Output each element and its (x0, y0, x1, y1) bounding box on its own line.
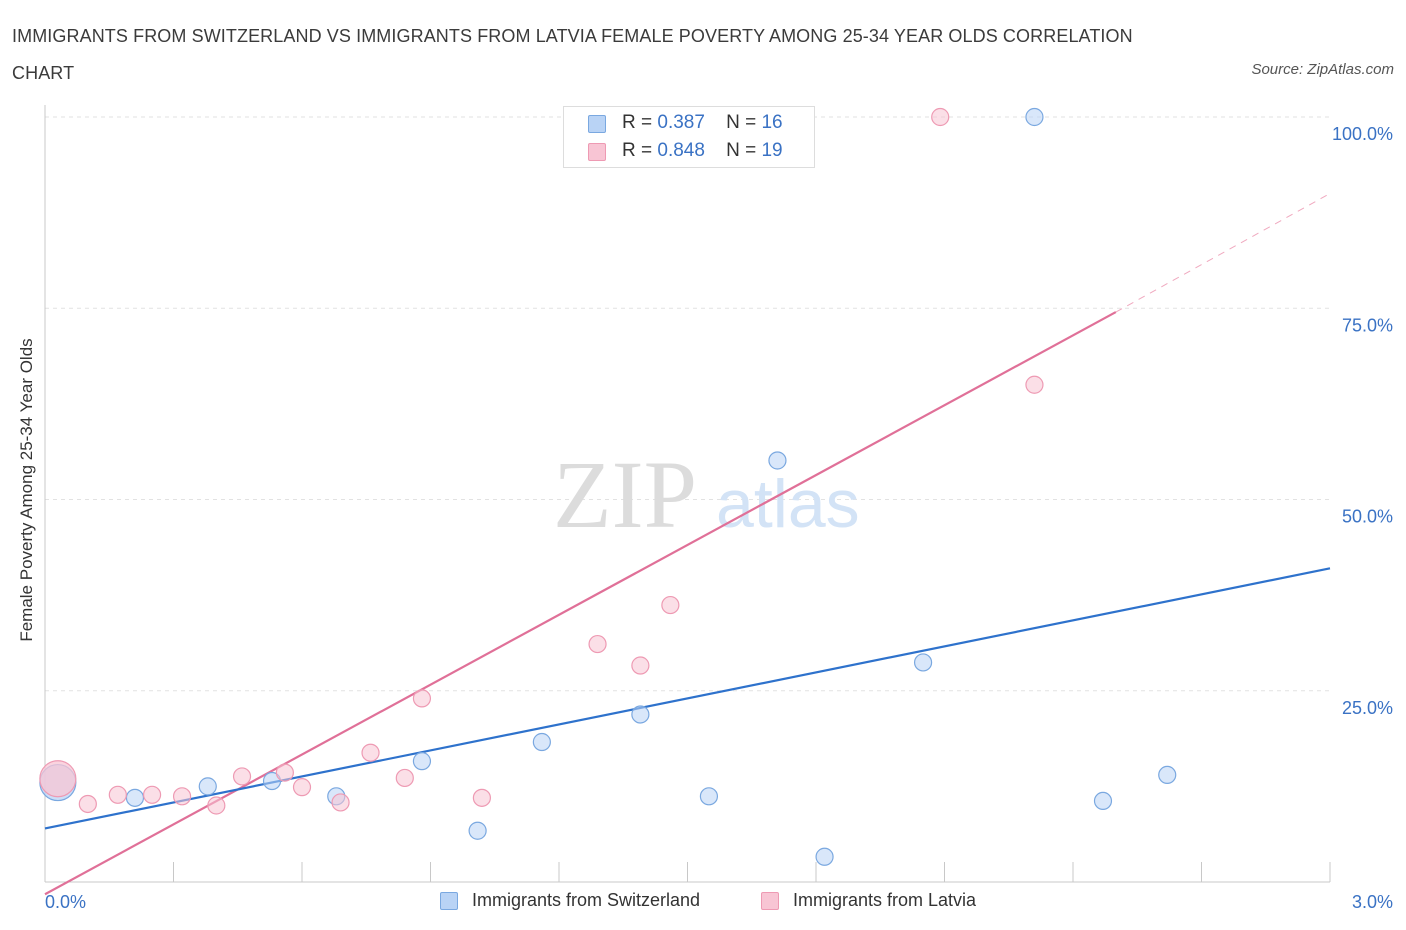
legend-n-switzerland: 16 (761, 112, 783, 133)
data-point-latvia (1025, 375, 1044, 394)
watermark-zip: ZIP (553, 441, 697, 548)
chart-title: IMMIGRANTS FROM SWITZERLAND VS IMMIGRANT… (12, 26, 1133, 83)
axis-layer (44, 105, 1331, 883)
legend-r-switzerland: 0.387 (657, 112, 705, 133)
y-axis-label: Female Poverty Among 25-34 Year Olds (17, 338, 36, 642)
bottom-legend-swatch-switzerland (440, 892, 458, 910)
data-point-latvia (142, 785, 162, 804)
data-point-switzerland (468, 821, 487, 840)
legend-swatch-latvia (588, 143, 606, 161)
tick-label-layer: 25.0% 50.0% 75.0% 100.0% 0.0% 3.0% (45, 124, 1393, 912)
watermark-atlas: atlas (716, 466, 860, 542)
data-point-switzerland (815, 847, 834, 866)
bottom-legend-label-latvia: Immigrants from Latvia (793, 890, 977, 910)
data-point-switzerland (1158, 765, 1177, 785)
data-point-switzerland (1025, 107, 1044, 127)
legend-text-latvia: R = 0.848 N = 19 (622, 140, 783, 162)
legend-swatch-switzerland (588, 115, 606, 133)
bottom-legend-swatch-latvia (761, 892, 779, 910)
data-point-latvia (361, 743, 380, 762)
data-point-latvia (331, 793, 350, 812)
data-point-switzerland (631, 705, 650, 724)
trend-extension-latvia (1115, 193, 1331, 313)
data-point-switzerland (412, 752, 432, 771)
data-point-switzerland (262, 771, 282, 791)
data-point-latvia (78, 794, 97, 814)
data-point-latvia (292, 778, 312, 797)
bottom-legend-label-switzerland: Immigrants from Switzerland (472, 890, 701, 910)
data-point-latvia (39, 760, 77, 798)
data-point-switzerland (913, 653, 933, 672)
data-point-latvia (275, 763, 294, 782)
correlation-legend: R = 0.387 N = 16 R = 0.848 N = 19 (563, 106, 815, 168)
data-point-latvia (395, 768, 414, 788)
data-point-latvia (108, 785, 127, 804)
legend-r-label: R = (622, 112, 653, 133)
data-point-switzerland (532, 732, 551, 752)
data-point-latvia (588, 634, 607, 654)
data-point-latvia (661, 595, 680, 615)
data-point-latvia (207, 796, 226, 815)
legend-r-latvia: 0.848 (657, 140, 705, 161)
source-label: Source: ZipAtlas.com (1251, 61, 1394, 78)
trend-layer (44, 193, 1331, 896)
y-tick-label: 25.0% (1342, 698, 1393, 718)
data-point-switzerland (125, 788, 145, 807)
x-tick-label-end: 3.0% (1352, 892, 1393, 912)
data-point-latvia (931, 107, 950, 127)
grid-layer (45, 116, 1330, 692)
legend-n-label: N = (726, 140, 757, 161)
data-point-switzerland (699, 787, 719, 806)
data-point-latvia (412, 689, 432, 708)
legend-r-label: R = (622, 140, 653, 161)
points-layer (39, 107, 1177, 866)
trend-line-switzerland (44, 567, 1331, 830)
y-tick-label: 75.0% (1342, 315, 1393, 335)
data-point-latvia (631, 656, 650, 675)
legend-n-latvia: 19 (761, 140, 783, 161)
watermark: ZIP atlas (553, 441, 860, 548)
trend-line-latvia (44, 311, 1117, 896)
legend-text-switzerland: R = 0.387 N = 16 (622, 112, 783, 134)
data-point-latvia (232, 767, 252, 786)
data-point-switzerland (768, 451, 787, 470)
data-point-switzerland (198, 777, 217, 796)
y-tick-label: 100.0% (1332, 124, 1393, 144)
y-tick-label: 50.0% (1342, 507, 1393, 527)
data-point-latvia (472, 788, 491, 807)
legend-n-label: N = (726, 112, 757, 133)
x-tick-label-start: 0.0% (45, 892, 86, 912)
data-point-latvia (172, 787, 192, 806)
data-point-switzerland (1093, 791, 1113, 811)
